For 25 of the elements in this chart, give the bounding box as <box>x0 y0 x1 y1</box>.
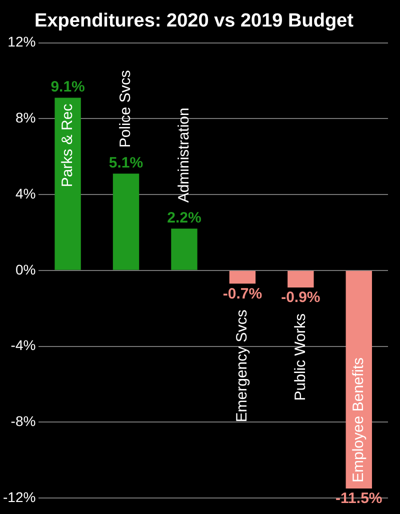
bar <box>54 98 81 270</box>
data-label: -0.9% <box>281 289 320 306</box>
y-tick-label: 0% <box>15 261 36 278</box>
x-tick-label: Police Svcs <box>117 70 134 148</box>
data-label: 5.1% <box>108 154 144 172</box>
x-tick-label: Emergency Svcs <box>234 310 251 422</box>
bar <box>112 174 140 270</box>
bar <box>171 228 198 270</box>
x-tick-label: Administration <box>175 108 192 203</box>
bar <box>229 270 256 284</box>
data-label: -11.5% <box>336 490 382 508</box>
bar <box>288 270 314 288</box>
data-label: 2.2% <box>167 209 202 226</box>
y-tick-label: -8% <box>10 412 36 429</box>
data-label: 9.1% <box>50 78 85 96</box>
data-label: -0.7% <box>222 285 262 302</box>
x-tick-label: Employee Benefits <box>350 357 368 483</box>
x-tick-label: Parks & Rec <box>58 103 76 188</box>
y-tick-label: 8% <box>15 110 36 126</box>
y-tick-label: 4% <box>15 185 36 202</box>
y-tick-label: -12% <box>2 488 36 505</box>
y-tick-label: -4% <box>10 337 36 354</box>
x-tick-label: Public Works <box>292 313 309 401</box>
y-tick-label: 12% <box>8 34 36 50</box>
chart-title: Expenditures: 2020 vs 2019 Budget <box>34 10 354 32</box>
